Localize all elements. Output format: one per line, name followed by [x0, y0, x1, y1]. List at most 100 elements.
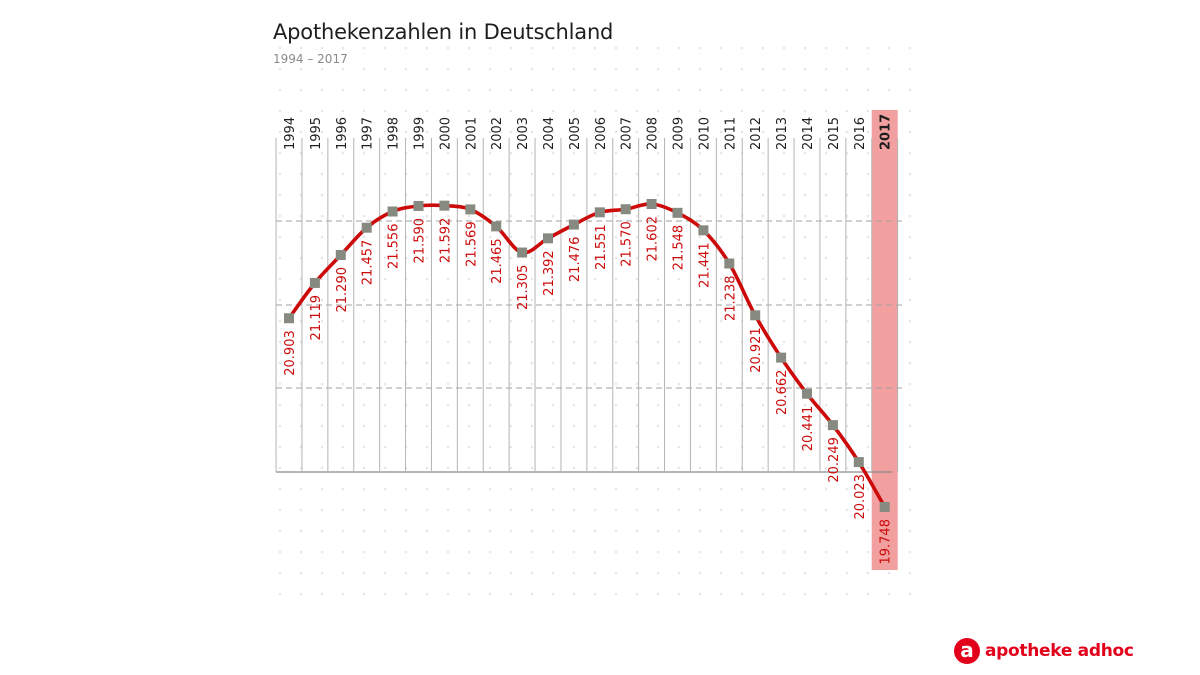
- bg-dot: [866, 529, 870, 533]
- bg-dot: [593, 508, 597, 512]
- data-label: 20.249: [827, 437, 842, 483]
- bg-dot: [362, 424, 366, 428]
- bg-dot: [509, 508, 513, 512]
- bg-dot: [572, 361, 576, 365]
- bg-dot: [656, 529, 660, 533]
- chart-subtitle: 1994 – 2017: [273, 52, 348, 66]
- bg-dot: [824, 298, 828, 302]
- bg-dot: [488, 109, 492, 113]
- bg-dot: [656, 424, 660, 428]
- bg-dot: [866, 46, 870, 50]
- data-label: 21.465: [490, 238, 505, 283]
- bg-dot: [782, 256, 786, 260]
- bg-dot: [656, 403, 660, 407]
- bg-dot: [488, 151, 492, 155]
- bg-dot: [761, 571, 765, 575]
- bg-dot: [488, 214, 492, 218]
- bg-dot: [782, 214, 786, 218]
- bg-dot: [278, 571, 282, 575]
- bg-dot: [698, 109, 702, 113]
- bg-dot: [866, 424, 870, 428]
- x-tick-label: 2013: [775, 117, 790, 150]
- bg-dot: [677, 445, 681, 449]
- bg-dot: [908, 508, 912, 512]
- bg-dot: [656, 487, 660, 491]
- bg-dot: [488, 256, 492, 260]
- data-label: 21.551: [594, 224, 609, 270]
- data-label: 20.023: [853, 474, 868, 520]
- bg-dot: [446, 550, 450, 554]
- bg-dot: [320, 361, 324, 365]
- bg-dot: [509, 235, 513, 239]
- bg-dot: [677, 109, 681, 113]
- bg-dot: [467, 445, 471, 449]
- bg-dot: [656, 340, 660, 344]
- bg-dot: [572, 550, 576, 554]
- bg-dot: [593, 529, 597, 533]
- bg-dot: [719, 550, 723, 554]
- bg-dot: [866, 466, 870, 470]
- bg-dot: [509, 466, 513, 470]
- bg-dot: [320, 193, 324, 197]
- bg-dot: [761, 109, 765, 113]
- x-tick-label: 2003: [516, 117, 531, 150]
- bg-dot: [572, 424, 576, 428]
- bg-dot: [341, 277, 345, 281]
- bg-dot: [614, 88, 618, 92]
- x-tick-label: 2016: [853, 117, 868, 150]
- bg-dot: [509, 571, 513, 575]
- bg-dot: [635, 172, 639, 176]
- bg-dot: [446, 508, 450, 512]
- bg-dot: [761, 445, 765, 449]
- bg-dot: [866, 361, 870, 365]
- bg-dot: [341, 550, 345, 554]
- bg-dot: [425, 319, 429, 323]
- bg-dot: [614, 172, 618, 176]
- bg-dot: [278, 130, 282, 134]
- bg-dot: [278, 340, 282, 344]
- bg-dot: [656, 277, 660, 281]
- bg-dot: [845, 571, 849, 575]
- bg-dot: [530, 277, 534, 281]
- bg-dot: [404, 592, 408, 596]
- bg-dot: [803, 130, 807, 134]
- x-tick-label: 2006: [594, 117, 609, 150]
- bg-dot: [698, 487, 702, 491]
- bg-dot: [572, 67, 576, 71]
- bg-dot: [488, 235, 492, 239]
- data-point-marker: [517, 247, 528, 258]
- bg-dot: [824, 340, 828, 344]
- bg-dot: [341, 340, 345, 344]
- bg-dot: [572, 151, 576, 155]
- bg-dot: [509, 172, 513, 176]
- bg-dot: [803, 151, 807, 155]
- bg-dot: [635, 487, 639, 491]
- bg-dot: [320, 508, 324, 512]
- bg-dot: [866, 193, 870, 197]
- data-point-marker: [439, 200, 450, 211]
- bg-dot: [446, 172, 450, 176]
- bg-dot: [446, 277, 450, 281]
- bg-dot: [593, 46, 597, 50]
- bg-dot: [908, 592, 912, 596]
- bg-dot: [782, 298, 786, 302]
- bg-dot: [509, 193, 513, 197]
- bg-dot: [383, 487, 387, 491]
- bg-dot: [698, 592, 702, 596]
- x-tick-label: 2012: [749, 117, 764, 150]
- bg-dot: [446, 424, 450, 428]
- bg-dot: [635, 592, 639, 596]
- bg-dot: [488, 193, 492, 197]
- bg-dot: [383, 319, 387, 323]
- bg-dot: [446, 298, 450, 302]
- bg-dot: [824, 445, 828, 449]
- bg-dot: [320, 403, 324, 407]
- bg-dot: [488, 172, 492, 176]
- bg-dot: [362, 172, 366, 176]
- x-tick-label: 2015: [827, 117, 842, 150]
- bg-dot: [719, 361, 723, 365]
- x-tick-label: 1995: [309, 117, 324, 150]
- bg-dot: [761, 172, 765, 176]
- bg-dot: [677, 571, 681, 575]
- data-label: 21.569: [464, 221, 479, 266]
